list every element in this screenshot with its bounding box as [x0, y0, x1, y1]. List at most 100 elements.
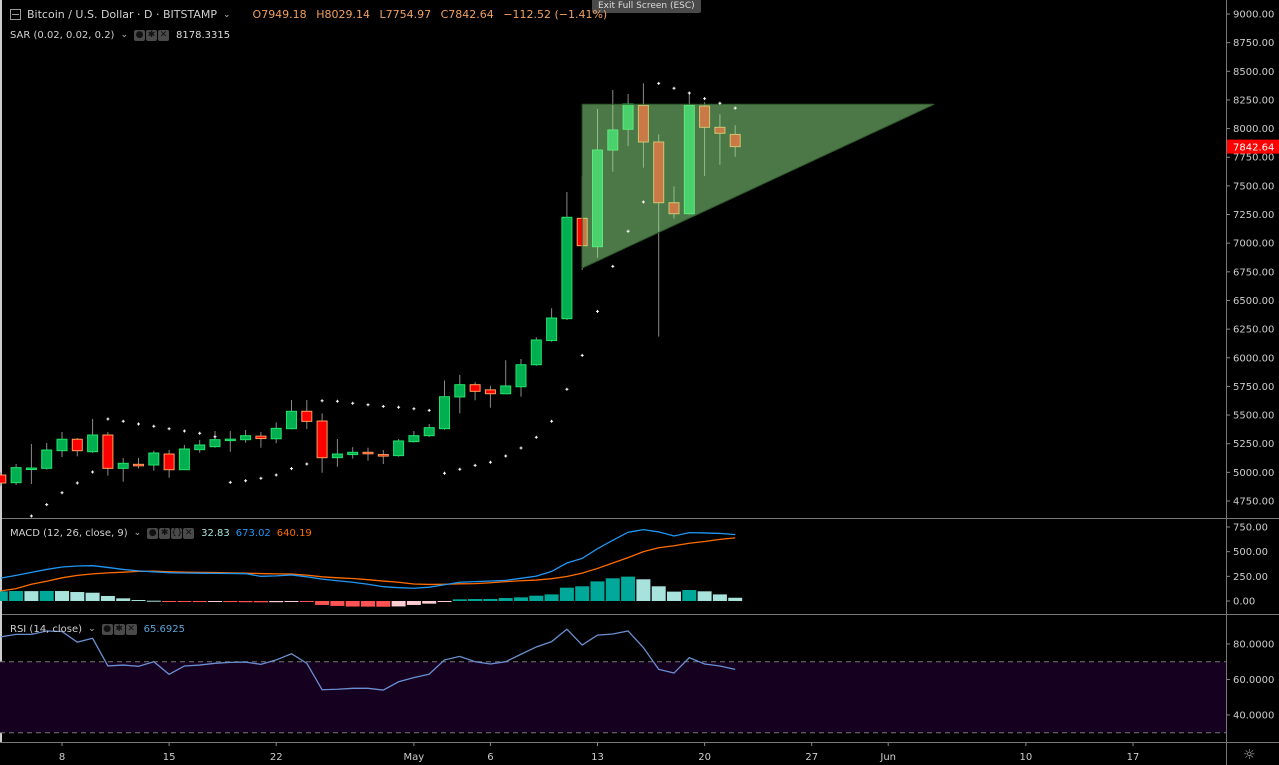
- macd-signal-line: [0, 537, 736, 592]
- macd-histogram-bar: [162, 601, 177, 602]
- eye-icon[interactable]: ●: [134, 30, 145, 41]
- open-value: O7949.18: [252, 8, 307, 21]
- sar-dot: [259, 476, 263, 480]
- candle-down: [484, 389, 496, 395]
- symbol-title[interactable]: Bitcoin / U.S. Dollar · D · BITSTAMP: [27, 8, 217, 21]
- macd-histogram-bar: [544, 594, 559, 601]
- change-value: −112.52 (−1.41%): [503, 8, 608, 21]
- candle-up: [270, 427, 282, 440]
- close-icon[interactable]: ✕: [125, 624, 137, 635]
- left-edge: [0, 0, 2, 742]
- sar-dot: [596, 309, 599, 313]
- macd-histogram-bar: [253, 601, 268, 603]
- sar-dot: [213, 435, 217, 439]
- rsi-tick-label: 40.0000: [1233, 710, 1274, 721]
- chevron-down-icon[interactable]: ⌄: [222, 9, 231, 20]
- eye-icon[interactable]: ●: [147, 528, 159, 539]
- candle-up: [561, 216, 573, 320]
- candle-down: [316, 420, 328, 459]
- price-tick-label: 9000.00: [1233, 10, 1274, 21]
- macd-histogram-bar: [529, 595, 544, 601]
- sar-dot: [580, 353, 584, 357]
- macd-histogram-bar: [712, 594, 727, 601]
- candle-up: [224, 438, 236, 442]
- close-icon[interactable]: ✕: [158, 30, 169, 41]
- price-tick-label: 6250.00: [1233, 325, 1274, 336]
- sar-dot: [91, 470, 95, 474]
- sar-dot: [488, 460, 492, 464]
- price-tick-label: 8750.00: [1233, 38, 1274, 49]
- macd-histogram-bar: [238, 601, 253, 603]
- sar-dot: [519, 446, 523, 450]
- sar-dot: [106, 417, 110, 421]
- macd-histogram-bar: [100, 595, 115, 601]
- macd-tick-label: 750.00: [1233, 523, 1268, 534]
- macd-legend: MACD (12, 26, close, 9) ⌄ ● ✱{} ✕ 32.83 67…: [10, 527, 312, 539]
- macd-histogram-bar: [667, 591, 681, 601]
- candle-down: [0, 474, 7, 484]
- time-tick-label: 15: [163, 752, 176, 763]
- eye-icon[interactable]: ●: [101, 624, 113, 635]
- sar-label[interactable]: SAR (0.02, 0.02, 0.2): [10, 29, 115, 41]
- candle-down: [255, 435, 267, 440]
- macd-histogram-bar: [605, 578, 620, 601]
- macd-tick-label: 500.00: [1233, 547, 1268, 558]
- macd-histogram-bar: [376, 601, 391, 607]
- sar-dot: [381, 404, 385, 408]
- candle-up: [500, 385, 512, 395]
- macd-line-value: 673.02: [235, 527, 271, 539]
- candle-up: [423, 427, 435, 437]
- macd-histogram-bar: [483, 598, 498, 601]
- source-code-icon[interactable]: {}: [171, 528, 183, 539]
- gear-icon[interactable]: ✱: [159, 528, 171, 539]
- low-value: L7754.97: [379, 8, 432, 21]
- time-tick-label: 20: [698, 752, 711, 763]
- chart-settings-gear-icon[interactable]: ☼: [1243, 747, 1256, 763]
- rsi-label[interactable]: RSI (14, close): [10, 623, 83, 635]
- candle-up: [10, 467, 22, 484]
- close-icon[interactable]: ✕: [183, 528, 195, 539]
- macd-histogram-bar: [406, 601, 421, 605]
- macd-label[interactable]: MACD (12, 26, close, 9): [10, 527, 128, 539]
- sar-dot: [458, 467, 462, 471]
- sar-dot: [641, 200, 645, 204]
- macd-histogram-bar: [284, 601, 299, 602]
- sar-dot: [167, 427, 171, 431]
- macd-histogram-bar: [422, 601, 437, 604]
- gear-icon[interactable]: ✱: [146, 30, 157, 41]
- price-tick-label: 7500.00: [1233, 181, 1274, 192]
- sar-dot: [228, 480, 232, 484]
- chevron-down-icon[interactable]: ⌄: [88, 624, 96, 634]
- sar-dot: [244, 479, 248, 483]
- gear-icon[interactable]: ✱: [113, 624, 125, 635]
- macd-histogram-bar: [146, 600, 161, 602]
- price-tick-label: 5500.00: [1233, 411, 1274, 422]
- macd-histogram-bar: [131, 600, 146, 602]
- macd-hist-value: 32.83: [201, 527, 230, 539]
- macd-histogram-bar: [269, 601, 284, 603]
- macd-histogram-bar: [85, 592, 100, 601]
- triangle-pattern-drawing[interactable]: [581, 103, 935, 269]
- chevron-down-icon[interactable]: ⌄: [120, 30, 128, 40]
- sar-dot: [305, 462, 309, 466]
- candle-down: [377, 454, 389, 457]
- rsi-tick-label: 80.0000: [1233, 639, 1274, 650]
- macd-histogram-bar: [468, 599, 483, 601]
- last-price-marker: [1227, 139, 1279, 154]
- main-legend: Bitcoin / U.S. Dollar · D · BITSTAMP ⌄ O…: [10, 8, 613, 21]
- chevron-down-icon[interactable]: ⌄: [133, 528, 142, 538]
- sar-dot: [366, 403, 370, 407]
- candle-down: [133, 463, 144, 467]
- candle-up: [286, 410, 297, 430]
- price-tick-label: 4750.00: [1233, 497, 1274, 508]
- price-tick-label: 7750.00: [1233, 153, 1274, 164]
- candle-up: [454, 384, 466, 398]
- sar-dot: [60, 491, 64, 495]
- macd-histogram-bar: [9, 591, 24, 601]
- sar-dot: [565, 387, 569, 391]
- collapse-icon[interactable]: [10, 9, 21, 20]
- sar-dot: [29, 514, 33, 518]
- candle-up: [393, 440, 405, 457]
- macd-histogram-bar: [330, 601, 345, 606]
